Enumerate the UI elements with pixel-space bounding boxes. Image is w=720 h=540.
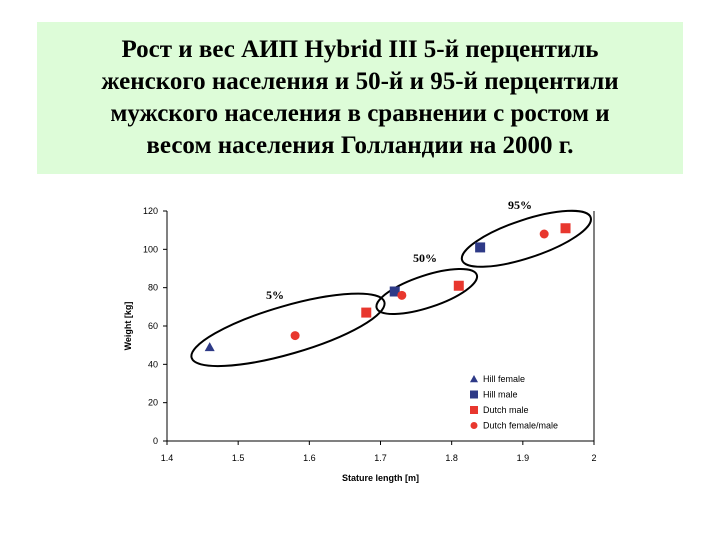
data-point — [397, 290, 407, 300]
data-point — [475, 242, 486, 253]
x-tick-label: 1.7 — [374, 453, 387, 463]
x-tick-label: 1.8 — [445, 453, 458, 463]
legend-label: Hill female — [483, 374, 525, 384]
data-point — [204, 342, 215, 352]
y-tick-label: 80 — [148, 283, 158, 293]
y-tick-label: 0 — [153, 436, 158, 446]
legend-marker — [470, 375, 478, 383]
data-point — [290, 331, 300, 341]
legend-marker — [470, 390, 478, 399]
x-axis-label: Stature length [m] — [342, 473, 419, 483]
y-axis-label: Weight [kg] — [123, 302, 133, 351]
x-tick-label: 1.6 — [303, 453, 316, 463]
y-tick-label: 120 — [143, 206, 158, 216]
data-point — [389, 286, 400, 297]
data-point — [560, 223, 571, 234]
group-ellipse — [375, 268, 479, 315]
legend-marker — [470, 422, 478, 429]
x-tick-label: 1.5 — [232, 453, 245, 463]
x-tick-label: 2 — [591, 453, 596, 463]
legend-label: Dutch male — [483, 405, 529, 415]
data-point — [539, 229, 549, 239]
legend-label: Dutch female/male — [483, 421, 558, 431]
data-point — [361, 307, 372, 318]
group-ellipse — [460, 209, 592, 268]
x-tick-label: 1.9 — [517, 453, 530, 463]
title-box: Рост и вес АИП Hybrid III 5-й перцентиль… — [37, 22, 683, 174]
x-tick-label: 1.4 — [161, 453, 174, 463]
data-point — [453, 280, 464, 291]
group-label: 5% — [266, 288, 284, 302]
title-line-2: женского населения и 50-й и 95-й перцент… — [101, 68, 619, 95]
legend-marker — [470, 406, 478, 414]
title-line-3: мужского населения в сравнении с ростом … — [110, 100, 610, 127]
group-ellipse — [190, 292, 386, 368]
y-tick-label: 100 — [143, 244, 158, 254]
y-tick-label: 60 — [148, 321, 158, 331]
y-tick-label: 40 — [148, 359, 158, 369]
y-tick-label: 20 — [148, 398, 158, 408]
title-line-1: Рост и вес АИП Hybrid III 5-й перцентиль — [121, 36, 599, 63]
group-label: 50% — [413, 251, 437, 265]
legend-label: Hill male — [483, 390, 518, 400]
title-line-4: весом населения Голландии на 2000 г. — [146, 132, 574, 159]
slide-title: Рост и вес АИП Hybrid III 5-й перцентиль… — [91, 34, 628, 162]
group-label: 95% — [508, 198, 532, 212]
